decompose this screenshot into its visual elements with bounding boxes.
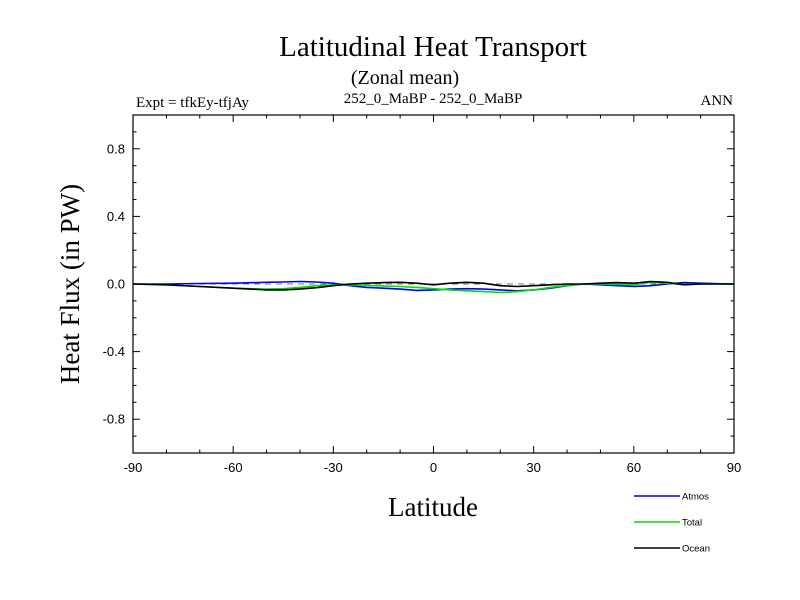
x-tick-label: 0	[430, 460, 437, 475]
chart-title: Latitudinal Heat Transport	[279, 31, 587, 63]
season-label: ANN	[701, 93, 734, 109]
legend-label: Ocean	[682, 544, 710, 555]
y-axis-label: Heat Flux (in PW)	[55, 184, 85, 384]
y-tick-label: 0.0	[107, 277, 125, 292]
x-tick-label: -30	[324, 460, 343, 475]
x-tick-label: -90	[124, 460, 143, 475]
legend-entry-ocean: Ocean	[634, 544, 710, 555]
legend-label: Atmos	[682, 492, 709, 503]
legend: Atmos Total Ocean	[634, 492, 710, 555]
legend-label: Total	[682, 518, 702, 529]
series-line-total	[132, 281, 734, 294]
legend-entry-atmos: Atmos	[634, 492, 709, 503]
x-tick-label: 90	[727, 460, 741, 475]
y-tick-label: 0.8	[107, 141, 125, 156]
plot-area: -90 -60 -30 0 30 60 90 -0.8 -0.4 0.0 0.4 0.8	[103, 114, 741, 475]
case-label: 252_0_MaBP - 252_0_MaBP	[344, 91, 523, 107]
y-tick-label: -0.4	[103, 344, 125, 359]
y-tick-label: -0.8	[103, 412, 125, 427]
x-tick-label: -60	[224, 460, 243, 475]
experiment-label: Expt = tfkEy-tfjAy	[136, 95, 249, 111]
legend-entry-total: Total	[634, 518, 702, 529]
chart-subtitle: (Zonal mean)	[351, 67, 459, 89]
series-line-ocean	[132, 280, 734, 291]
x-tick-label: 30	[526, 460, 540, 475]
x-axis-label: Latitude	[388, 492, 478, 522]
x-tick-label: 60	[627, 460, 641, 475]
y-tick-label: 0.4	[107, 209, 125, 224]
series-line-atmos	[133, 280, 735, 292]
